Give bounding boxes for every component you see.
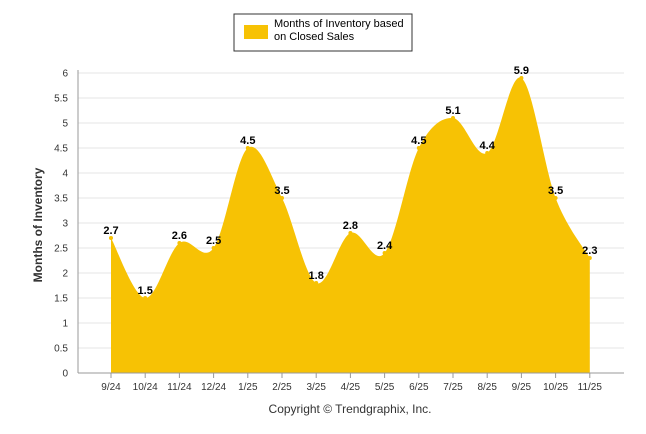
legend-line-1: Months of Inventory based <box>274 18 404 30</box>
data-label: 2.7 <box>103 225 118 237</box>
x-tick-label: 12/24 <box>201 382 226 393</box>
data-point[interactable] <box>109 236 113 240</box>
x-tick-label: 1/25 <box>238 382 258 393</box>
y-tick-label: 6 <box>62 69 68 80</box>
data-labels: 2.7 1.5 2.6 2.5 4.5 3.5 1.8 2.8 2.4 4.5 5.1 4.4 5.9 3… <box>103 65 597 297</box>
x-tick-label: 3/25 <box>306 382 326 393</box>
data-label: 1.5 <box>138 285 153 297</box>
legend[interactable]: Months of Inventory based on Closed Sale… <box>233 13 413 52</box>
legend-box <box>233 13 413 52</box>
data-label: 1.8 <box>309 270 324 282</box>
y-tick-label: 2 <box>62 269 68 280</box>
data-point[interactable] <box>587 256 592 260</box>
y-tick-label: 5.5 <box>54 94 68 105</box>
x-tick-label: 10/24 <box>133 382 158 393</box>
data-point[interactable] <box>143 296 148 300</box>
y-tick-label: 3.5 <box>54 194 68 205</box>
legend-swatch <box>244 25 268 39</box>
y-axis-ticks: 0 0.5 1 1.5 2 2.5 3 3.5 4 4.5 5 5.5 6 <box>54 69 68 380</box>
data-point[interactable] <box>211 246 216 250</box>
x-tick-label: 11/25 <box>578 382 603 393</box>
x-tick-label: 10/25 <box>543 382 568 393</box>
x-tick-label: 9/24 <box>101 382 121 393</box>
data-label: 3.5 <box>274 185 289 197</box>
data-point[interactable] <box>177 241 182 245</box>
x-tick-label: 5/25 <box>375 382 395 393</box>
data-label: 2.4 <box>377 240 393 252</box>
copyright-text: Copyright © Trendgraphix, Inc. <box>269 402 432 416</box>
x-tick-label: 2/25 <box>272 382 292 393</box>
x-tick-label: 6/25 <box>409 382 429 393</box>
y-tick-label: 0.5 <box>54 344 68 355</box>
y-tick-label: 1.5 <box>54 294 68 305</box>
area-fill <box>111 77 590 373</box>
y-tick-label: 0 <box>62 369 68 380</box>
data-point[interactable] <box>382 251 387 255</box>
data-label: 3.5 <box>548 185 563 197</box>
data-label: 4.5 <box>240 135 255 147</box>
legend-line-2: on Closed Sales <box>274 31 355 43</box>
y-tick-label: 1 <box>62 319 68 330</box>
x-tick-label: 9/25 <box>512 382 532 393</box>
data-point[interactable] <box>451 116 455 120</box>
x-tick-label: 4/25 <box>341 382 361 393</box>
y-tick-label: 4.5 <box>54 144 68 155</box>
y-tick-label: 4 <box>62 169 68 180</box>
x-tick-label: 11/24 <box>167 382 192 393</box>
data-label: 2.8 <box>343 220 358 232</box>
data-point[interactable] <box>519 76 524 80</box>
data-point[interactable] <box>314 281 319 285</box>
x-tick-label: 7/25 <box>443 382 463 393</box>
x-tick-label: 8/25 <box>477 382 497 393</box>
axes <box>77 70 624 374</box>
data-point[interactable] <box>485 151 490 155</box>
area-series <box>109 76 592 373</box>
data-point[interactable] <box>553 196 558 200</box>
y-tick-label: 3 <box>62 219 68 230</box>
data-label: 4.4 <box>480 140 496 152</box>
data-label: 5.9 <box>514 65 529 77</box>
data-label: 4.5 <box>411 135 426 147</box>
y-axis-title: Months of Inventory <box>31 167 45 282</box>
data-label: 5.1 <box>445 105 460 117</box>
data-label: 2.5 <box>206 235 221 247</box>
y-tick-label: 2.5 <box>54 244 68 255</box>
x-axis-ticks: 9/24 10/24 11/24 12/24 1/25 2/25 3/25 4/25 5/25 6… <box>101 373 602 393</box>
y-tick-label: 5 <box>62 119 68 130</box>
data-label: 2.6 <box>172 230 187 242</box>
data-point[interactable] <box>280 196 284 200</box>
data-point[interactable] <box>245 146 250 150</box>
data-label: 2.3 <box>582 245 597 257</box>
data-point[interactable] <box>348 231 353 235</box>
data-point[interactable] <box>416 146 421 150</box>
